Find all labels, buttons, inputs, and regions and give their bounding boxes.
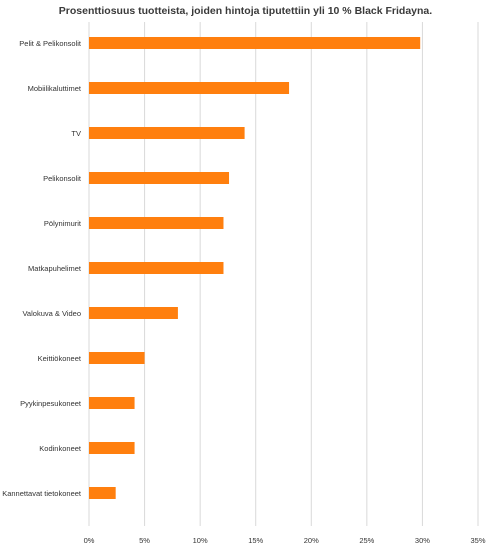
x-tick-label: 25%: [359, 536, 374, 545]
bar: [89, 397, 135, 409]
category-label: Pelit & Pelikonsolit: [19, 39, 82, 48]
bar: [89, 82, 290, 94]
category-label: Kannettavat tietokoneet: [2, 489, 82, 498]
category-label: TV: [71, 129, 81, 138]
x-tick-labels: 0% 5% 10% 15% 20% 25% 30% 35%: [84, 536, 486, 545]
category-label: Pelikonsolit: [43, 174, 82, 183]
bar: [89, 487, 116, 499]
bar: [89, 127, 245, 139]
bar: [89, 442, 135, 454]
x-tick-label: 35%: [470, 536, 485, 545]
category-label: Pyykinpesukoneet: [20, 399, 82, 408]
category-label: Mobiilikaluttimet: [28, 84, 82, 93]
category-label: Valokuva & Video: [22, 309, 81, 318]
category-labels: Pelit & Pelikonsolit Mobiilikaluttimet TV P…: [2, 39, 82, 498]
x-tick-label: 10%: [193, 536, 208, 545]
x-tick-label: 20%: [304, 536, 319, 545]
x-tick-label: 5%: [139, 536, 150, 545]
bar: [89, 307, 178, 319]
bar: [89, 262, 224, 274]
category-label: Keittiökoneet: [38, 354, 82, 363]
bar: [89, 172, 230, 184]
x-tick-label: 0%: [84, 536, 95, 545]
bar: [89, 352, 145, 364]
category-label: Kodinkoneet: [39, 444, 82, 453]
x-tick-label: 15%: [248, 536, 263, 545]
category-label: Matkapuhelimet: [28, 264, 82, 273]
bar: [89, 37, 421, 49]
bar: [89, 217, 224, 229]
chart-title: Prosenttiosuus tuotteista, joiden hintoj…: [58, 5, 433, 17]
x-tick-label: 30%: [415, 536, 430, 545]
bars: [89, 37, 421, 499]
category-label: Pölynimurit: [44, 219, 82, 228]
